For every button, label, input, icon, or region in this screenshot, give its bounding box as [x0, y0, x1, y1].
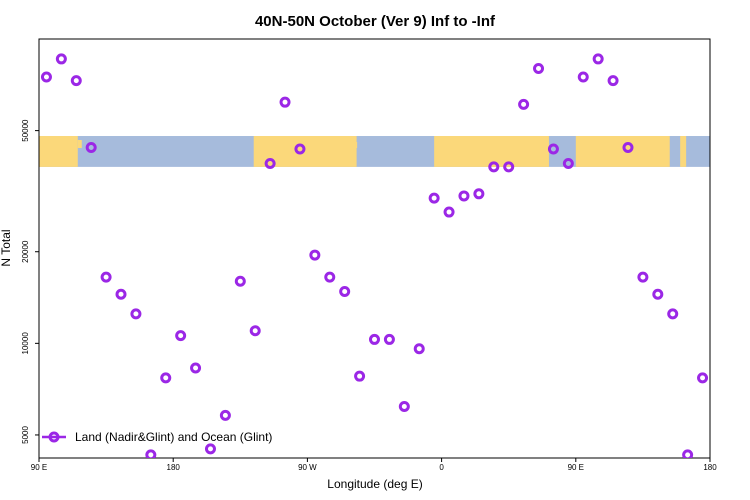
data-point [115, 288, 127, 300]
data-point [160, 372, 172, 384]
data-point [713, 332, 721, 340]
data-point [339, 286, 351, 298]
data-point [309, 249, 321, 261]
x-tick-label: 180 [703, 463, 717, 472]
x-tick-label: 0 [439, 463, 444, 472]
data-point [294, 143, 306, 155]
map-strip [39, 136, 710, 167]
data-point [204, 443, 216, 455]
y-axis: 5000 10000 20000 50000 [21, 119, 39, 444]
map-land [253, 136, 357, 167]
data-point [667, 308, 679, 320]
x-axis: 90 E 180 90 W 0 90 E 180 [31, 458, 717, 472]
y-tick-label: 5000 [21, 426, 30, 444]
data-point [175, 330, 187, 342]
y-axis-label: N Total [0, 229, 13, 266]
data-point [547, 143, 559, 155]
data-point [398, 401, 410, 413]
data-point [473, 188, 485, 200]
data-point [324, 271, 336, 283]
data-point [234, 275, 246, 287]
data-points [40, 53, 721, 458]
legend: Land (Nadir&Glint) and Ocean (Glint) [42, 430, 272, 444]
data-point [503, 161, 515, 173]
data-point [55, 53, 67, 65]
data-point [190, 362, 202, 374]
data-point [607, 75, 619, 87]
data-point [697, 372, 709, 384]
data-point [682, 449, 694, 458]
y-tick-label: 50000 [21, 119, 30, 142]
data-point [413, 343, 425, 355]
x-tick-label: 90 E [31, 463, 47, 472]
data-point [145, 449, 157, 458]
plot-frame [38, 38, 711, 459]
data-point [70, 75, 82, 87]
data-point [622, 142, 634, 154]
data-point [458, 190, 470, 202]
data-point [219, 409, 231, 421]
data-point [249, 325, 261, 337]
data-point [85, 142, 97, 154]
data-point [40, 71, 52, 83]
x-axis-label: Longitude (deg E) [327, 477, 422, 491]
data-point [488, 161, 500, 173]
data-point [577, 71, 589, 83]
map-land [575, 136, 670, 167]
map-land [680, 136, 687, 167]
legend-label: Land (Nadir&Glint) and Ocean (Glint) [75, 430, 272, 444]
x-tick-label: 180 [167, 463, 181, 472]
data-point [562, 157, 574, 169]
data-point [264, 157, 276, 169]
data-point [518, 98, 530, 110]
x-tick-label: 90 E [568, 463, 584, 472]
y-tick-label: 10000 [21, 332, 30, 355]
map-land [352, 142, 358, 149]
data-point [533, 62, 545, 74]
data-point [637, 271, 649, 283]
y-tick-label: 20000 [21, 240, 30, 263]
legend-marker [48, 431, 60, 443]
data-point [652, 288, 664, 300]
map-land [39, 136, 78, 167]
data-point [100, 271, 112, 283]
data-point [279, 96, 291, 108]
data-point [383, 333, 395, 345]
data-point [354, 370, 366, 382]
map-land [434, 136, 549, 167]
x-tick-label: 90 W [298, 463, 317, 472]
chart-title: 40N-50N October (Ver 9) Inf to -Inf [255, 13, 496, 30]
data-point [443, 206, 455, 218]
data-point [592, 53, 604, 65]
data-point [369, 333, 380, 345]
map-land [77, 140, 82, 149]
data-point [130, 308, 142, 320]
data-point [428, 192, 440, 204]
